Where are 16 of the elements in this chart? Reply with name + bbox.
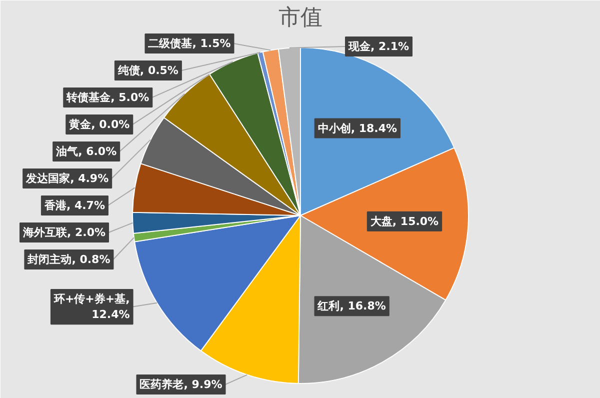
chart-title: 市值 <box>278 6 322 30</box>
slice-label: 环+传+券+基, 12.4% <box>52 292 130 322</box>
slice-label: 医药养老, 9.9% <box>140 378 222 391</box>
slice-label: 中小创, 18.4% <box>318 122 397 135</box>
slice-label: 大盘, 15.0% <box>370 214 439 228</box>
slice-label: 海外互联, 2.0% <box>22 226 106 239</box>
slice-label: 红利, 16.8% <box>316 300 386 313</box>
slice-label: 二级债基, 1.5% <box>148 36 231 50</box>
slice-label: 现金, 2.1% <box>348 40 410 53</box>
slice-label: 发达国家, 4.9% <box>25 172 109 185</box>
slice-label: 纯债, 0.5% <box>116 64 178 77</box>
category-label: 黄金, 0.0% <box>69 118 130 131</box>
slice-label: 油气, 6.0% <box>55 144 117 158</box>
slice-label: 香港, 4.7% <box>43 198 105 212</box>
slice-label: 封闭主动, 0.8% <box>26 252 110 266</box>
slice-label: 转债基金, 5.0% <box>66 90 150 104</box>
